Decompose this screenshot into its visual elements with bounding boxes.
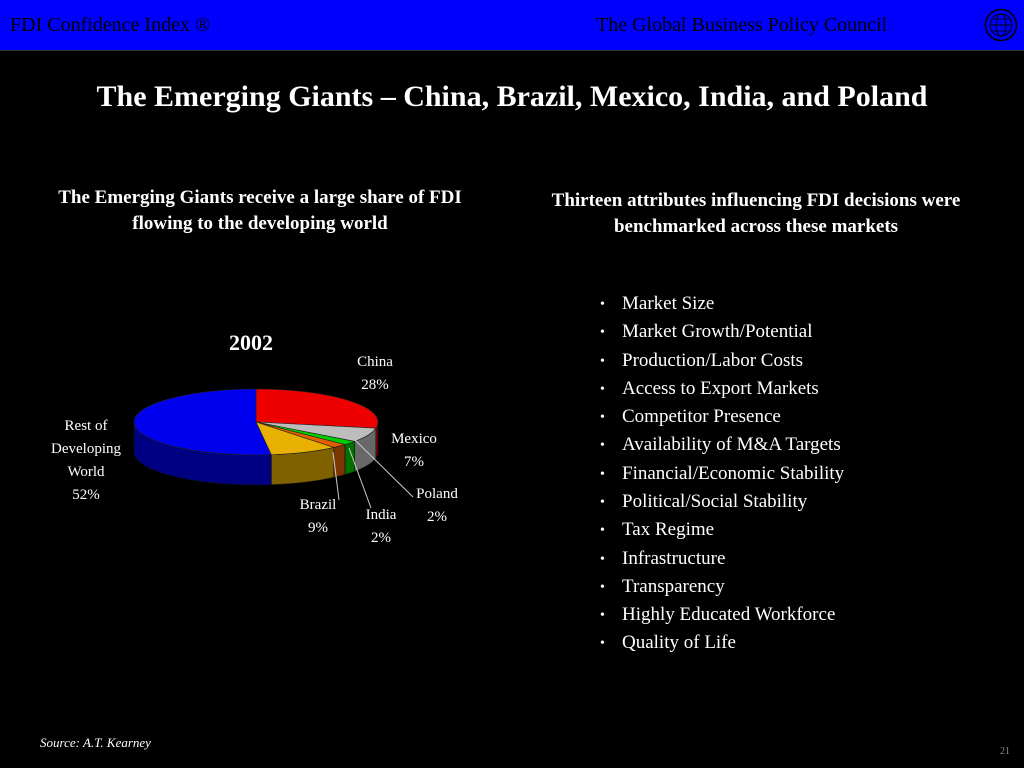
leader-line bbox=[332, 451, 340, 501]
attribute-label: Highly Educated Workforce bbox=[622, 604, 836, 626]
attributes-heading: Thirteen attributes influencing FDI deci… bbox=[551, 190, 961, 237]
header-bar: FDI Confidence Index ® The Global Busine… bbox=[0, 0, 1024, 51]
attribute-label: Production/Labor Costs bbox=[622, 349, 804, 371]
slice-label-line: Developing bbox=[51, 441, 121, 457]
bullet-icon: • bbox=[600, 438, 605, 454]
pie-labels: China 28% Mexico 7% Poland 2% India 2% Brazil 9% R… bbox=[51, 354, 458, 546]
attribute-label: Availability of M&A Targets bbox=[622, 434, 841, 456]
slice-label: Poland bbox=[416, 486, 458, 502]
attribute-list: • Market Size • Market Growth/Potential • Pro… bbox=[600, 290, 844, 658]
pie-side-poland bbox=[344, 440, 355, 475]
header-right-text: The Global Business Policy Council bbox=[596, 14, 888, 36]
slice-value-label: 2% bbox=[371, 530, 391, 546]
attribute-label: Infrastructure bbox=[622, 547, 726, 569]
slice-label: Brazil bbox=[300, 497, 337, 513]
slide-title: The Emerging Giants – China, Brazil, Mex… bbox=[96, 80, 928, 113]
attribute-item: • Access to Export Markets bbox=[600, 375, 844, 403]
attribute-item: • Competitor Presence bbox=[600, 403, 844, 431]
slice-value-label: 7% bbox=[404, 454, 424, 470]
attribute-item: • Market Size bbox=[600, 290, 844, 318]
leader-line bbox=[354, 439, 414, 498]
attribute-label: Transparency bbox=[622, 575, 725, 597]
header-left-text: FDI Confidence Index ® bbox=[10, 14, 211, 36]
slice-label: China bbox=[357, 354, 393, 370]
attribute-label: Tax Regime bbox=[622, 519, 715, 541]
attribute-item: • Highly Educated Workforce bbox=[600, 601, 844, 629]
bullet-icon: • bbox=[600, 410, 605, 426]
bullet-icon: • bbox=[600, 296, 605, 312]
attribute-item: • Market Growth/Potential bbox=[600, 318, 844, 346]
chart-heading: The Emerging Giants receive a large shar… bbox=[58, 187, 462, 234]
attribute-label: Political/Social Stability bbox=[622, 490, 808, 512]
attribute-item: • Production/Labor Costs bbox=[600, 347, 844, 375]
bullet-icon: • bbox=[600, 494, 605, 510]
attribute-item: • Quality of Life bbox=[600, 629, 844, 657]
bullet-icon: • bbox=[600, 523, 605, 539]
slice-value-label: 9% bbox=[308, 520, 328, 536]
globe-seal-icon bbox=[984, 8, 1018, 42]
bullet-icon: • bbox=[600, 466, 605, 482]
slice-label: India bbox=[366, 507, 397, 523]
attribute-item: • Infrastructure bbox=[600, 545, 844, 573]
slice-label-line: Rest of bbox=[65, 418, 108, 434]
attribute-item: • Availability of M&A Targets bbox=[600, 431, 844, 459]
attribute-label: Market Growth/Potential bbox=[622, 321, 813, 343]
bullet-icon: • bbox=[600, 636, 605, 652]
chart-title: 2002 bbox=[229, 330, 273, 355]
attribute-label: Quality of Life bbox=[622, 632, 736, 654]
attribute-item: • Financial/Economic Stability bbox=[600, 460, 844, 488]
pie-slices bbox=[133, 388, 379, 456]
attribute-label: Market Size bbox=[622, 293, 715, 314]
attribute-label: Access to Export Markets bbox=[622, 377, 819, 399]
slice-label: Rest of Developing World bbox=[51, 418, 121, 480]
bullet-icon: • bbox=[600, 325, 605, 341]
attribute-label: Competitor Presence bbox=[622, 406, 781, 428]
attribute-item: • Political/Social Stability bbox=[600, 488, 844, 516]
bullet-icon: • bbox=[600, 579, 605, 595]
page-number: 21 bbox=[1000, 746, 1010, 757]
slice-value-label: 28% bbox=[361, 377, 389, 393]
pie-slice-rest-of-developing-world bbox=[133, 388, 272, 456]
slice-label: Mexico bbox=[391, 431, 437, 447]
slice-value-label: 52% bbox=[72, 487, 100, 503]
attribute-label: Financial/Economic Stability bbox=[622, 462, 845, 484]
attribute-item: • Tax Regime bbox=[600, 516, 844, 544]
bullet-icon: • bbox=[600, 608, 605, 624]
bullet-icon: • bbox=[600, 353, 605, 369]
bullet-icon: • bbox=[600, 551, 605, 567]
slice-value-label: 2% bbox=[427, 509, 447, 525]
slice-label-line: World bbox=[67, 464, 105, 480]
source-note: Source: A.T. Kearney bbox=[40, 735, 151, 750]
attribute-item: • Transparency bbox=[600, 573, 844, 601]
leader-line bbox=[348, 447, 372, 509]
bullet-icon: • bbox=[600, 381, 605, 397]
pie-slice-china bbox=[255, 388, 379, 429]
